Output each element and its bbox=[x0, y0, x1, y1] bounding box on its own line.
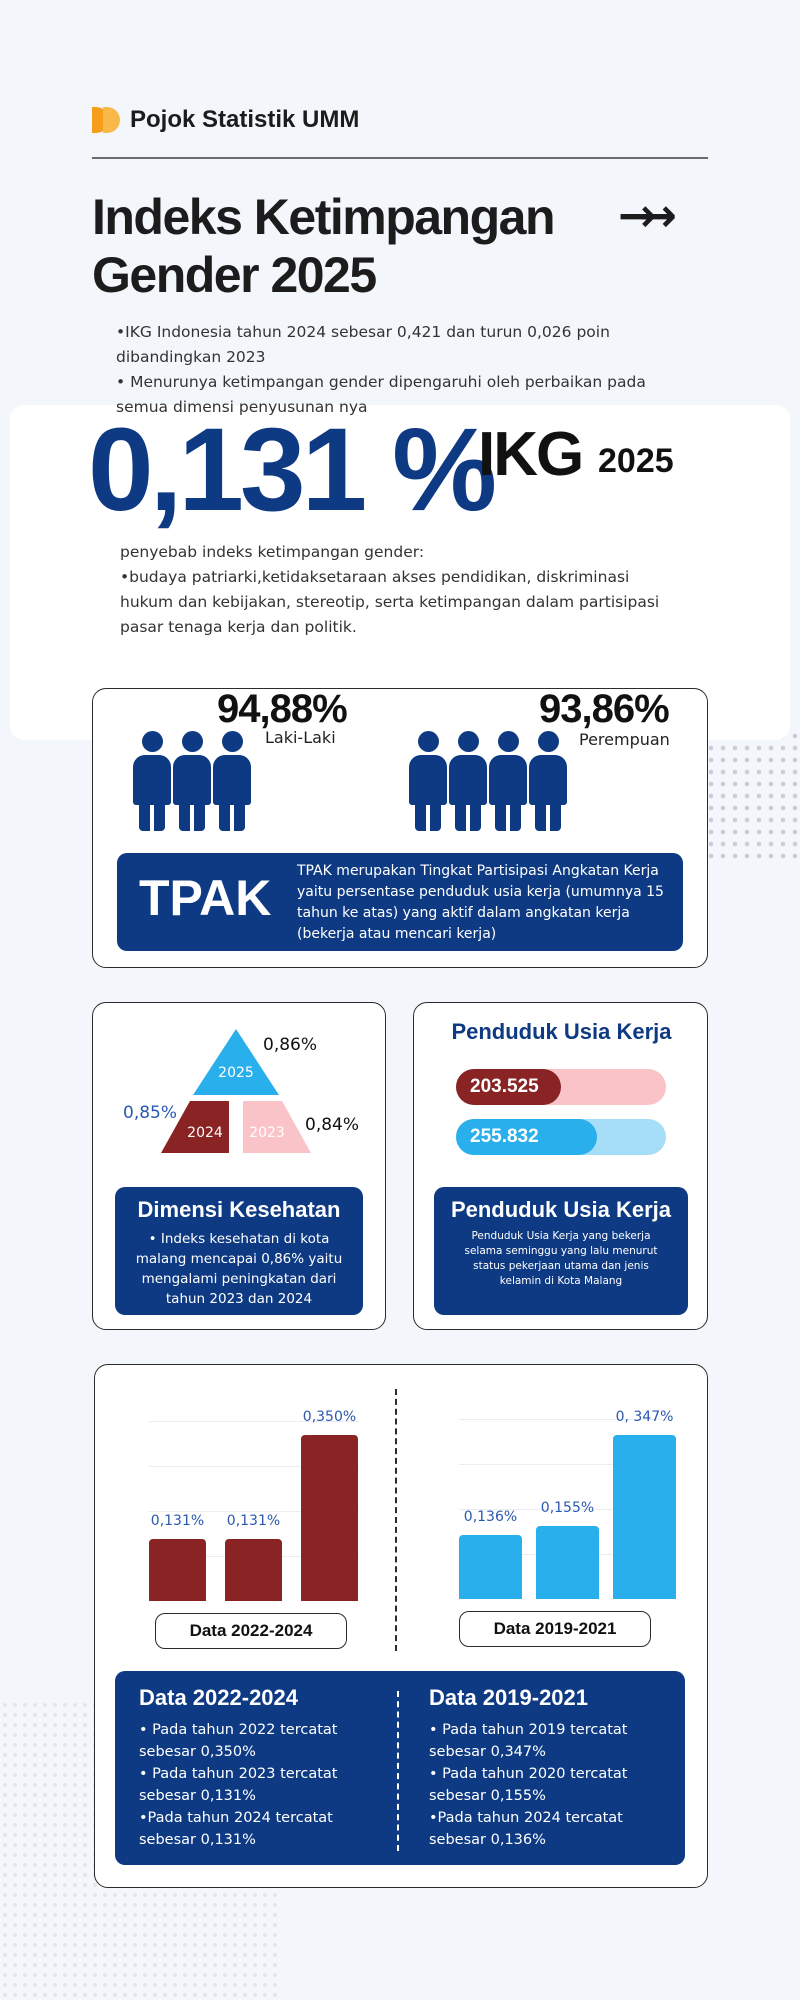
summary-divider bbox=[397, 1691, 399, 1851]
summary-left-item: • Pada tahun 2022 tercatat sebesar 0,350… bbox=[139, 1722, 338, 1760]
cause-text: penyebab indeks ketimpangan gender: •bud… bbox=[120, 540, 680, 640]
chart-data-label: 0,350% bbox=[302, 1409, 357, 1426]
health-info-box: Dimensi Kesehatan • Indeks kesehatan di … bbox=[115, 1187, 363, 1315]
summary-left-item: • Pada tahun 2023 tercatat sebesar 0,131… bbox=[139, 1766, 338, 1804]
chart-bar bbox=[149, 1538, 206, 1601]
chart-bar bbox=[613, 1434, 676, 1599]
bar-fill-2 bbox=[456, 1119, 597, 1155]
triangle-2025 bbox=[193, 1029, 279, 1095]
chart-data-label: 0,155% bbox=[540, 1499, 595, 1516]
tpak-description: TPAK merupakan Tingkat Partisipasi Angka… bbox=[297, 863, 664, 942]
triangle-2024 bbox=[161, 1101, 229, 1153]
male-percentage: 94,88% bbox=[217, 687, 348, 731]
intro-line-1: •IKG Indonesia tahun 2024 sebesar 0,421 … bbox=[116, 323, 610, 366]
header-divider bbox=[92, 157, 708, 159]
triangle-2025-label: 2025 bbox=[218, 1065, 254, 1081]
summary-left-list: • Pada tahun 2022 tercatat sebesar 0,350… bbox=[139, 1719, 389, 1851]
summary-right-item: • Pada tahun 2019 tercatat sebesar 0,347… bbox=[429, 1722, 628, 1760]
headline-value: 0,131 % bbox=[88, 404, 497, 536]
dot-pattern-right bbox=[705, 730, 800, 860]
female-percentage: 93,86% bbox=[539, 687, 670, 731]
value-2025: 0,86% bbox=[263, 1035, 318, 1055]
summary-left-item: •Pada tahun 2024 tercatat sebesar 0,131% bbox=[139, 1810, 333, 1848]
chart-gridline bbox=[149, 1466, 359, 1467]
health-triangle-chart: 2025 2024 2023 bbox=[161, 1029, 311, 1153]
headline-year: 2025 bbox=[598, 442, 674, 480]
value-2023: 0,84% bbox=[305, 1115, 360, 1135]
health-card: 2025 2024 2023 0,86% 0,85% 0,84% Dimensi… bbox=[92, 1002, 386, 1330]
chart-divider bbox=[395, 1389, 397, 1651]
person-icon bbox=[173, 731, 211, 831]
person-icon bbox=[449, 731, 487, 831]
value-2024: 0,85% bbox=[123, 1103, 178, 1123]
summary-right-item: •Pada tahun 2024 tercatat sebesar 0,136% bbox=[429, 1810, 623, 1848]
triangle-2024-label: 2024 bbox=[187, 1125, 223, 1141]
headline-ikg: IKG bbox=[478, 420, 584, 489]
bar-value-2: 255.832 bbox=[470, 1126, 539, 1147]
person-icon bbox=[213, 731, 251, 831]
person-icon bbox=[529, 731, 567, 831]
intro-text: •IKG Indonesia tahun 2024 sebesar 0,421 … bbox=[116, 320, 686, 420]
cause-heading: penyebab indeks ketimpangan gender: bbox=[120, 543, 425, 561]
summary-left-title: Data 2022-2024 bbox=[139, 1685, 299, 1710]
page-title: Indeks Ketimpangan Gender 2025 bbox=[92, 188, 612, 304]
summary-right-list: • Pada tahun 2019 tercatat sebesar 0,347… bbox=[429, 1719, 679, 1851]
brand-header: Pojok Statistik UMM bbox=[92, 106, 359, 134]
tpak-title: TPAK bbox=[139, 870, 272, 926]
cause-body: •budaya patriarki,ketidaksetaraan akses … bbox=[120, 568, 660, 636]
summary-right-title: Data 2019-2021 bbox=[429, 1685, 589, 1710]
tpak-info-box: TPAK TPAK merupakan Tingkat Partisipasi … bbox=[117, 853, 683, 951]
caption-2022-2024: Data 2022-2024 bbox=[155, 1613, 347, 1649]
brand-logo-icon bbox=[92, 107, 122, 133]
health-title: Dimensi Kesehatan bbox=[137, 1197, 341, 1222]
caption-2019-2021: Data 2019-2021 bbox=[459, 1611, 651, 1647]
double-arrow-icon: →→ bbox=[618, 188, 677, 242]
chart-data-label: 0,131% bbox=[150, 1512, 205, 1529]
bar-value-1: 203.525 bbox=[470, 1076, 539, 1097]
intro-line-2: • Menurunya ketimpangan gender dipengaru… bbox=[116, 373, 646, 416]
chart-gridline bbox=[459, 1509, 663, 1510]
title-line-2: Gender 2025 bbox=[92, 247, 377, 303]
chart-data-label: 0,136% bbox=[463, 1508, 518, 1525]
chart-bar bbox=[301, 1435, 358, 1601]
health-description: • Indeks kesehatan di kota malang mencap… bbox=[135, 1231, 343, 1307]
chart-card: 0,131% 0,131% 0,350% 0,136% 0,155% 0, 347% D… bbox=[94, 1364, 708, 1888]
chart-2022-2024: 0,131% 0,131% 0,350% bbox=[149, 1365, 359, 1605]
summary-left: Data 2022-2024 • Pada tahun 2022 tercata… bbox=[139, 1685, 389, 1851]
chart-bar bbox=[459, 1534, 522, 1599]
person-icon bbox=[133, 731, 171, 831]
bar-fill-1 bbox=[456, 1069, 561, 1105]
brand-name: Pojok Statistik UMM bbox=[130, 106, 360, 133]
female-label: Perempuan bbox=[579, 730, 670, 749]
triangle-2023-label: 2023 bbox=[249, 1125, 285, 1141]
summary-right-item: • Pada tahun 2020 tercatat sebesar 0,155… bbox=[429, 1766, 628, 1804]
summary-right: Data 2019-2021 • Pada tahun 2019 tercata… bbox=[429, 1685, 679, 1851]
working-age-box-desc: Penduduk Usia Kerja yang bekerja selama … bbox=[464, 1230, 658, 1287]
tpak-card: 94,88% Laki-Laki 93,86% Perempuan TPAK T… bbox=[92, 687, 708, 968]
triangle-2023 bbox=[243, 1101, 311, 1153]
working-age-box-title: Penduduk Usia Kerja bbox=[450, 1197, 672, 1222]
person-icon bbox=[409, 731, 447, 831]
working-age-title: Penduduk Usia Kerja bbox=[451, 1019, 672, 1044]
person-icon bbox=[489, 731, 527, 831]
chart-gridline bbox=[459, 1419, 663, 1420]
male-label: Laki-Laki bbox=[265, 728, 336, 747]
chart-bar bbox=[225, 1538, 282, 1601]
chart-gridline bbox=[459, 1464, 663, 1465]
chart-data-label: 0,131% bbox=[226, 1512, 281, 1529]
working-age-card: Penduduk Usia Kerja 203.525 255.832 Pend… bbox=[413, 1002, 708, 1330]
chart-data-label: 0, 347% bbox=[615, 1408, 674, 1425]
chart-gridline bbox=[149, 1511, 359, 1512]
working-age-info-box: Penduduk Usia Kerja Penduduk Usia Kerja … bbox=[434, 1187, 688, 1315]
chart-gridline bbox=[149, 1421, 359, 1422]
title-line-1: Indeks Ketimpangan bbox=[92, 189, 556, 245]
chart-bar bbox=[536, 1525, 599, 1599]
chart-2019-2021: 0,136% 0,155% 0, 347% bbox=[459, 1365, 676, 1605]
summary-box: Data 2022-2024 • Pada tahun 2022 tercata… bbox=[115, 1671, 685, 1865]
headline-panel bbox=[10, 405, 790, 740]
